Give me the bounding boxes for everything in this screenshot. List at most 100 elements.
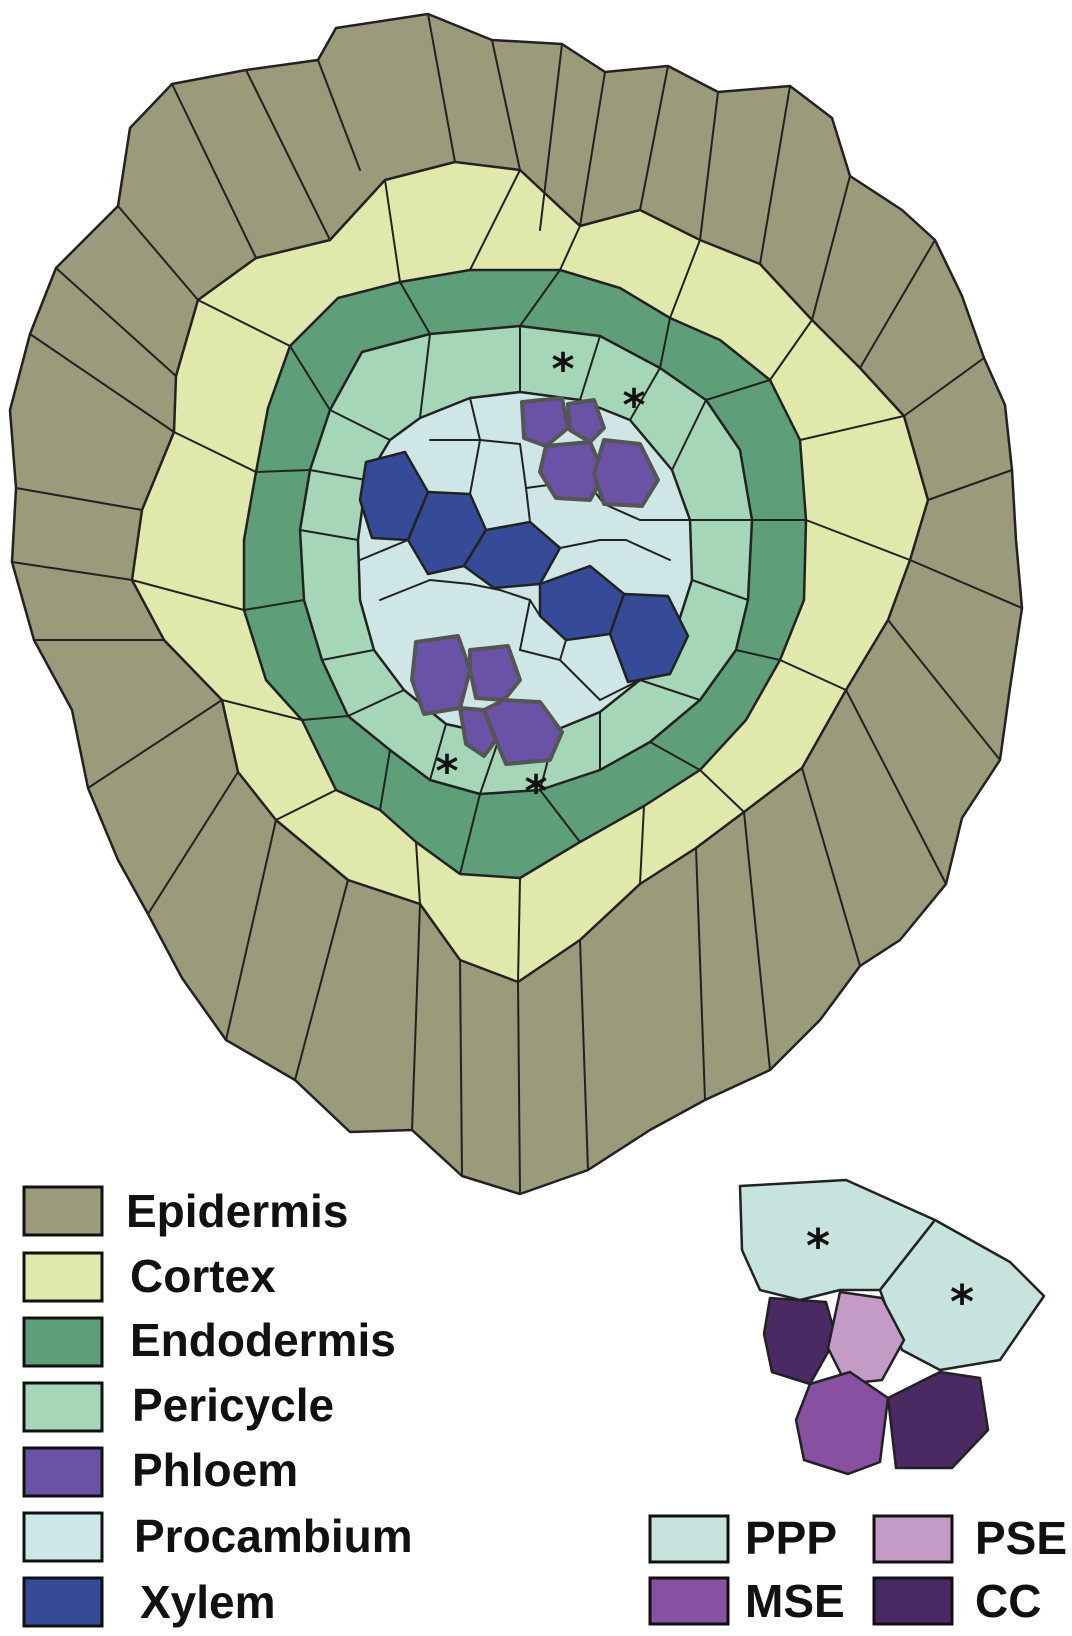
cell-wall: [117, 205, 199, 301]
cell-wall: [299, 529, 359, 541]
cell-wall: [347, 689, 405, 717]
cell-wall: [221, 699, 303, 721]
cell-wall: [579, 71, 606, 227]
cell-wall: [559, 639, 567, 661]
cell-wall: [459, 793, 481, 875]
cell-wall: [603, 503, 641, 521]
cell-wall: [903, 357, 985, 417]
cell-wall: [805, 519, 911, 561]
cc-cell: [886, 1370, 990, 1470]
legend-item-cortex: Cortex: [22, 1250, 276, 1303]
legend-item-xylem: Xylem: [22, 1576, 276, 1628]
asterisk-marker: *: [806, 1219, 830, 1273]
legend-swatch-cc: [872, 1576, 954, 1626]
legend-swatch-epidermis: [22, 1185, 104, 1237]
asterisk-marker: *: [622, 380, 645, 431]
cell-wall: [639, 679, 701, 701]
cell-wall: [415, 841, 421, 905]
cell-wall: [429, 723, 447, 781]
cell-wall: [639, 805, 645, 885]
legend-swatch-ppp: [648, 1514, 730, 1564]
legend-item-phloem: Phloem: [22, 1444, 298, 1498]
cell-wall: [317, 59, 361, 171]
cell-wall: [859, 239, 936, 369]
cell-wall: [579, 335, 601, 401]
cell-wall: [429, 579, 471, 585]
legend-item-epidermis: Epidermis: [22, 1185, 348, 1237]
legend-item-mse: MSE: [648, 1575, 845, 1627]
legend-swatch-procambium: [22, 1511, 104, 1563]
cell-wall: [671, 399, 707, 471]
cell-wall: [301, 715, 349, 721]
cell-wall: [705, 379, 771, 401]
cell-wall: [225, 819, 277, 1041]
cell-wall: [245, 69, 331, 241]
cell-wall: [539, 789, 581, 843]
cell-wall: [427, 13, 456, 163]
phloem-cell: [520, 396, 570, 448]
legend-label-xylem: Xylem: [140, 1576, 276, 1628]
cell-wall: [131, 579, 245, 611]
cell-wall: [625, 539, 671, 561]
cell-wall: [519, 599, 531, 651]
legend-swatch-pse: [872, 1514, 954, 1564]
cell-wall: [649, 741, 701, 771]
asterisk-marker: *: [435, 746, 458, 797]
cell-wall: [539, 43, 563, 231]
cell-wall: [321, 649, 375, 661]
tissue-legend: Epidermis Cortex Endodermis Pericycle Ph…: [22, 1185, 413, 1628]
cell-wall: [811, 175, 851, 321]
cell-wall: [469, 397, 481, 441]
cell-wall: [759, 85, 791, 265]
legend-swatch-cortex: [22, 1251, 104, 1303]
cell-wall: [801, 767, 861, 967]
cell-wall: [459, 959, 463, 1177]
legend-item-ppp: PPP: [648, 1512, 837, 1564]
cell-wall: [519, 269, 561, 327]
legend-swatch-mse: [648, 1576, 730, 1626]
phloem-legend: PPP PSE MSE CC: [648, 1512, 1067, 1627]
cell-wall: [579, 939, 589, 1171]
cell-wall: [927, 469, 1013, 501]
cell-wall: [499, 589, 531, 601]
xylem-cell: [608, 592, 690, 684]
cell-wall: [171, 83, 257, 259]
mse-cell: [794, 1370, 890, 1476]
legend-label-endodermis: Endodermis: [130, 1314, 396, 1366]
cell-wall: [289, 345, 331, 411]
cell-wall: [699, 91, 719, 241]
phloem-cell: [410, 634, 472, 716]
legend-swatch-pericycle: [22, 1381, 104, 1433]
cell-wall: [255, 469, 311, 473]
ppp-markers: * * * *: [435, 344, 645, 817]
cell-wall: [769, 319, 813, 381]
cell-wall: [379, 749, 391, 811]
cell-wall: [384, 179, 401, 283]
legend-swatch-xylem: [22, 1576, 104, 1628]
phloem-cell: [566, 398, 606, 444]
cell-wall: [55, 267, 177, 377]
phloem-cell: [468, 644, 522, 702]
cell-wall: [329, 409, 391, 441]
asterisk-marker: *: [950, 1275, 974, 1329]
cell-wall: [87, 699, 223, 789]
phloem-cell: [538, 440, 606, 502]
cell-wall: [639, 65, 669, 211]
cell-wall: [491, 39, 521, 171]
cell-wall: [525, 487, 531, 523]
cell-wall: [845, 689, 947, 885]
cell-wall: [519, 443, 527, 489]
cell-wall: [469, 439, 481, 495]
legend-label-mse: MSE: [745, 1575, 845, 1627]
cell-wall: [735, 649, 781, 661]
phloem-cell: [482, 698, 564, 766]
cell-walls: [11, 13, 1023, 1195]
cell-wall: [629, 367, 661, 421]
cell-wall: [379, 579, 431, 601]
asterisk-marker: *: [524, 766, 547, 817]
phloem-pole-bottom: [410, 634, 564, 766]
legend-item-procambium: Procambium: [22, 1510, 413, 1563]
cell-wall: [15, 487, 143, 511]
asterisk-marker: *: [551, 344, 574, 395]
cell-wall: [691, 579, 749, 601]
